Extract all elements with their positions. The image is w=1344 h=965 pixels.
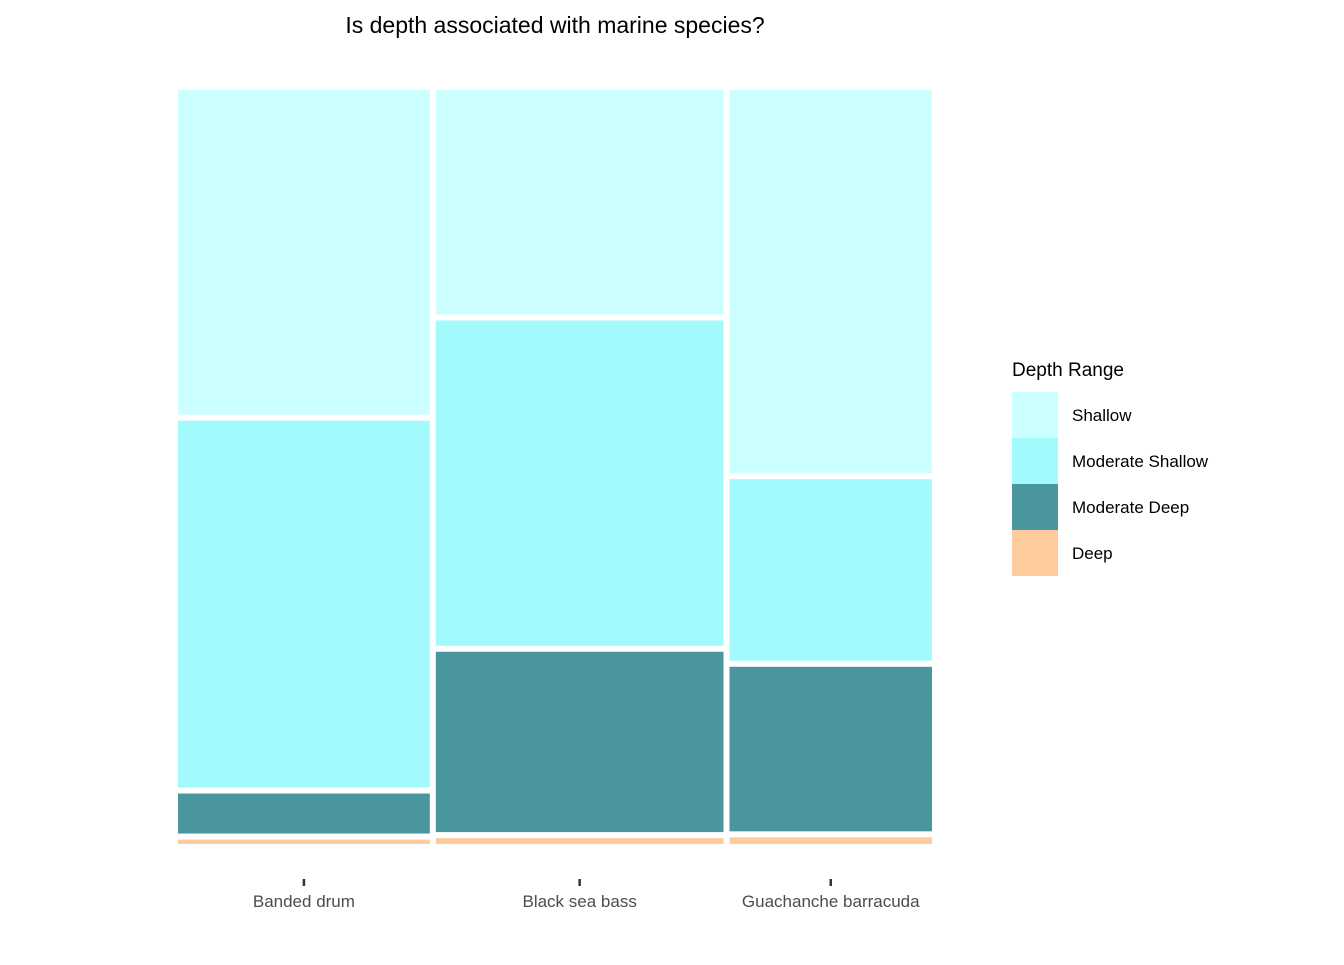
mosaic-tile-guachanche-barracuda-deep bbox=[729, 837, 932, 844]
legend-label-moderate-shallow: Moderate Shallow bbox=[1072, 452, 1209, 471]
legend-title: Depth Range bbox=[1012, 360, 1124, 381]
mosaic-tile-black-sea-bass-shallow bbox=[435, 90, 724, 315]
legend-key-shallow bbox=[1012, 392, 1058, 438]
legend-label-moderate-deep: Moderate Deep bbox=[1072, 498, 1189, 517]
legend-key-moderate-shallow bbox=[1012, 438, 1058, 484]
mosaic-tile-guachanche-barracuda-shallow bbox=[729, 90, 932, 474]
mosaic-tile-banded-drum-deep bbox=[178, 839, 430, 844]
chart-title: Is depth associated with marine species? bbox=[345, 12, 764, 38]
mosaic-tile-banded-drum-shallow bbox=[178, 90, 430, 415]
mosaic-tile-guachanche-barracuda-moderate-deep bbox=[729, 666, 932, 832]
mosaic-tile-guachanche-barracuda-moderate-shallow bbox=[729, 479, 932, 661]
mosaic-tile-black-sea-bass-moderate-shallow bbox=[435, 320, 724, 646]
mosaic-tile-banded-drum-moderate-shallow bbox=[178, 420, 430, 788]
legend-label-deep: Deep bbox=[1072, 544, 1113, 563]
legend-items: Shallow Moderate Shallow Moderate Deep Deep bbox=[1012, 392, 1209, 576]
x-axis: Banded drum Black sea bass Guachanche barr… bbox=[253, 879, 920, 911]
x-tick-label-banded-drum: Banded drum bbox=[253, 892, 355, 911]
mosaic-tile-black-sea-bass-moderate-deep bbox=[435, 651, 724, 833]
mosaic-tile-banded-drum-moderate-deep bbox=[178, 793, 430, 834]
legend: Depth Range Shallow Moderate Shallow Moder… bbox=[1012, 360, 1209, 576]
legend-key-moderate-deep bbox=[1012, 484, 1058, 530]
x-tick-label-guachanche-barracuda: Guachanche barracuda bbox=[742, 892, 920, 911]
legend-label-shallow: Shallow bbox=[1072, 406, 1132, 425]
legend-key-deep bbox=[1012, 530, 1058, 576]
mosaic-tile-black-sea-bass-deep bbox=[435, 838, 724, 844]
plot-area bbox=[178, 90, 932, 844]
x-tick-label-black-sea-bass: Black sea bass bbox=[522, 892, 636, 911]
